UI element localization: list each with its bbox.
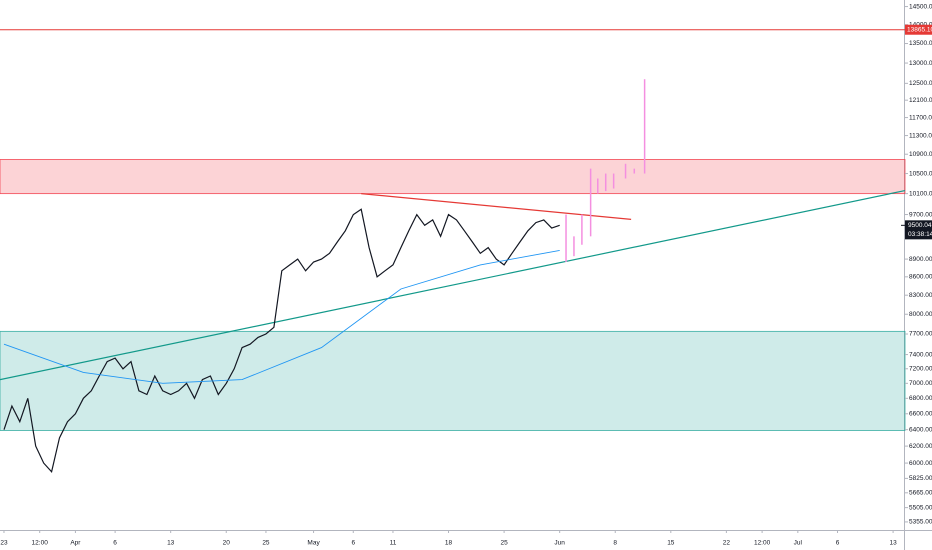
x-tick-label: 12:00 <box>32 540 49 547</box>
x-tick-label: 8 <box>613 540 617 547</box>
y-tick-label: 10100.00 <box>909 190 932 197</box>
y-tick-label: 5505.00 <box>909 504 932 511</box>
y-tick-label: 5355.00 <box>909 519 932 526</box>
trendline <box>361 193 632 220</box>
x-tick-label: Jul <box>794 540 803 547</box>
y-tick-label: 12100.00 <box>909 97 932 104</box>
x-tick-label: 13 <box>167 540 175 547</box>
x-tick-label: 12:00 <box>754 540 771 547</box>
y-tick-label: 7200.00 <box>909 365 932 372</box>
y-tick-label: 10900.00 <box>909 151 932 158</box>
y-tick-label: 10500.00 <box>909 170 932 177</box>
x-tick-label: May <box>307 540 320 547</box>
y-tick-label: 6000.00 <box>909 460 932 467</box>
y-tick-label: 7000.00 <box>909 380 932 387</box>
y-tick-label: 6200.00 <box>909 443 932 450</box>
x-tick-label: 20 <box>223 540 231 547</box>
x-tick-label: 25 <box>262 540 270 547</box>
x-tick-label: 11 <box>390 540 397 547</box>
x-tick-label: 6 <box>836 540 840 547</box>
x-tick-label: 18 <box>445 540 453 547</box>
x-tick-label: 15 <box>667 540 675 547</box>
y-tick-label: 7400.00 <box>909 351 932 358</box>
y-tick-label: 7700.00 <box>909 331 932 338</box>
y-tick-label: 8900.00 <box>909 256 932 263</box>
price-line <box>3 249 560 384</box>
y-tick-label: 13000.00 <box>909 60 932 67</box>
y-tick-label: 6800.00 <box>909 395 932 402</box>
y-tick-label: 12500.00 <box>909 80 932 87</box>
hline-label: 13865.10 <box>907 26 932 33</box>
x-tick-label: Apr <box>70 540 81 547</box>
y-tick-label: 9700.00 <box>909 211 932 218</box>
y-tick-label: 11700.00 <box>909 114 932 121</box>
y-tick-label: 6400.00 <box>909 426 932 433</box>
last-price-box <box>905 220 932 240</box>
y-tick-label: 5825.00 <box>909 475 932 482</box>
y-tick-label: 8300.00 <box>909 292 932 299</box>
countdown-label: 03:38:14 <box>908 231 932 238</box>
y-tick-label: 8600.00 <box>909 274 932 281</box>
y-tick-label: 14500.00 <box>909 3 932 10</box>
zone <box>0 159 906 195</box>
y-tick-label: 13500.00 <box>909 40 932 47</box>
x-tick-label: 25 <box>500 540 508 547</box>
x-tick-label: 6 <box>113 540 117 547</box>
x-tick-label: 6 <box>351 540 355 547</box>
price-line <box>3 208 560 474</box>
y-tick-label: 8000.00 <box>909 311 932 318</box>
last-price-label: 9500.04 <box>908 222 932 229</box>
y-tick-label: 5665.00 <box>909 490 932 497</box>
x-tick-label: Jun <box>554 540 565 547</box>
trendline <box>0 189 906 381</box>
x-tick-label: 13 <box>889 540 897 547</box>
y-tick-label: 6600.00 <box>909 410 932 417</box>
x-tick-label: 22 <box>723 540 731 547</box>
y-tick-label: 11300.00 <box>909 132 932 139</box>
hline-label-box <box>905 24 932 35</box>
x-tick-label: 23 <box>0 540 8 547</box>
